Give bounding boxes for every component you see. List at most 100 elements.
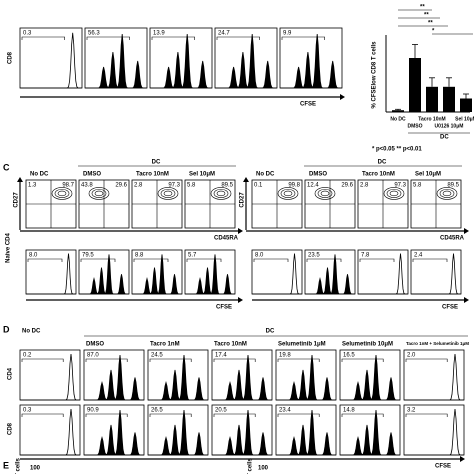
quadrant-value: 5.8	[413, 183, 422, 189]
histogram-frame	[403, 404, 465, 456]
axis-label: CD8	[8, 422, 14, 435]
panel-letter: D	[3, 324, 10, 334]
gate-value: 2.0	[407, 353, 416, 359]
histogram-curve	[85, 33, 147, 89]
significance: **	[428, 21, 433, 27]
x-tick-label: Sel 10μM	[455, 116, 474, 122]
gate-value: 24.7	[218, 31, 230, 37]
column-header: Tacro 10nM	[362, 172, 395, 178]
histogram-curve	[148, 354, 208, 401]
arrow-head	[464, 228, 469, 234]
legend: * p<0.05 ** p<0.01	[372, 147, 422, 153]
gate	[27, 258, 63, 262]
gate	[149, 358, 192, 362]
histogram-frame	[25, 249, 77, 295]
contour	[157, 187, 179, 200]
gate-value: 24.5	[151, 353, 163, 359]
histogram-curve	[340, 409, 400, 456]
gate	[186, 258, 222, 262]
quadrant-value: 2.8	[360, 183, 369, 189]
histogram-frame	[19, 349, 81, 401]
axis-label: 4 T cells	[16, 458, 22, 474]
column-header: DMSO	[309, 172, 327, 178]
gate	[151, 36, 195, 40]
column-header: No DC	[22, 329, 41, 335]
histogram-curve	[26, 253, 76, 295]
quadrant-value: 97.3	[394, 183, 406, 189]
column-header: Tacro 1nM + Selumetinib 1μM	[406, 341, 469, 346]
column-header: No DC	[256, 172, 275, 178]
axis-label: CFSE	[435, 464, 451, 470]
significance: *	[432, 29, 435, 35]
gate	[21, 413, 64, 417]
axis-label: CFSE	[216, 305, 232, 311]
histogram-curve	[280, 33, 342, 89]
gate-value: 8.0	[29, 253, 38, 259]
histogram-curve	[215, 33, 277, 89]
quadrant-value: 98.7	[62, 183, 74, 189]
contour	[386, 188, 402, 198]
contour	[88, 187, 110, 200]
gate-value: 90.9	[87, 408, 99, 414]
column-header: Selumetinib 10μM	[342, 342, 393, 348]
gate	[253, 258, 289, 262]
gate-value: 0.3	[23, 31, 32, 37]
gate-value: 23.5	[308, 253, 320, 259]
histogram-curve	[20, 32, 82, 89]
quadrant-value: 0.1	[254, 183, 263, 189]
gate-value: 87.0	[87, 353, 99, 359]
arrow-head	[460, 456, 465, 462]
histogram-frame	[19, 27, 83, 89]
group-label: DC	[266, 329, 275, 335]
histogram-curve	[84, 409, 144, 456]
quadrant-value: 89.5	[447, 183, 459, 189]
column-header: DMSO	[86, 342, 104, 348]
histogram-frame	[19, 404, 81, 456]
group-label: DC	[378, 160, 387, 166]
contour	[383, 187, 405, 200]
gate-value: 9.9	[283, 31, 292, 37]
axis-label: CD45RA	[440, 236, 465, 242]
contour	[91, 188, 107, 198]
axis-label: CD4	[8, 367, 14, 380]
bar	[426, 86, 438, 112]
axis-label: 8 T cells	[248, 458, 254, 474]
histogram-curve	[411, 253, 461, 295]
gate	[80, 258, 116, 262]
arrow-head	[464, 297, 469, 303]
histogram-frame	[251, 249, 303, 295]
gate-value: 0.2	[23, 353, 32, 359]
contour	[57, 190, 67, 197]
gate-value: 13.9	[153, 31, 165, 37]
gate	[405, 358, 448, 362]
gate-value: 5.7	[188, 253, 197, 259]
histogram-curve	[276, 409, 336, 456]
column-header: Sel 10μM	[415, 172, 441, 178]
quadrant-value: 5.8	[187, 183, 196, 189]
gate-value: 23.4	[279, 408, 291, 414]
tick-label: 100	[30, 466, 41, 472]
gate	[405, 413, 448, 417]
axis-label: CD45RA	[214, 236, 239, 242]
gate	[359, 258, 395, 262]
contour	[277, 187, 299, 200]
gate-value: 16.5	[343, 353, 355, 359]
contour	[442, 190, 452, 197]
arrow-head	[243, 177, 249, 182]
quadrant-value: 29.6	[341, 183, 353, 189]
gate-value: 17.4	[215, 353, 227, 359]
column-header: Tacro 1nM	[150, 342, 180, 348]
gate-value: 26.5	[151, 408, 163, 414]
histogram-curve	[20, 408, 80, 456]
contour	[94, 190, 104, 197]
contour	[160, 188, 176, 198]
histogram-curve	[132, 254, 182, 295]
gate	[306, 258, 342, 262]
column-header: Selumetinib 1μM	[278, 342, 326, 348]
gate-value: 19.8	[279, 353, 291, 359]
histogram-curve	[148, 409, 208, 456]
histogram-curve	[79, 254, 129, 295]
quadrant-value: 43.8	[81, 183, 93, 189]
gate-value: 20.5	[215, 408, 227, 414]
histogram-curve	[212, 409, 272, 456]
